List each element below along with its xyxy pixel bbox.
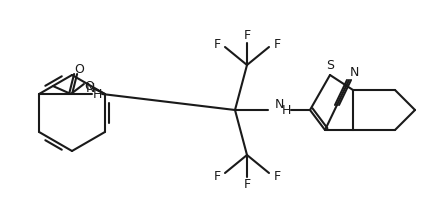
Text: O: O (74, 63, 84, 75)
Text: N: N (350, 65, 359, 78)
Text: N: N (274, 97, 284, 111)
Text: H: H (281, 104, 291, 116)
Text: F: F (244, 179, 251, 191)
Text: O: O (84, 80, 94, 92)
Text: F: F (244, 29, 251, 41)
Text: F: F (273, 37, 281, 51)
Text: F: F (213, 37, 221, 51)
Text: F: F (273, 170, 281, 182)
Text: S: S (326, 58, 334, 72)
Text: H: H (92, 87, 102, 100)
Text: F: F (213, 170, 221, 182)
Text: N: N (85, 82, 95, 94)
